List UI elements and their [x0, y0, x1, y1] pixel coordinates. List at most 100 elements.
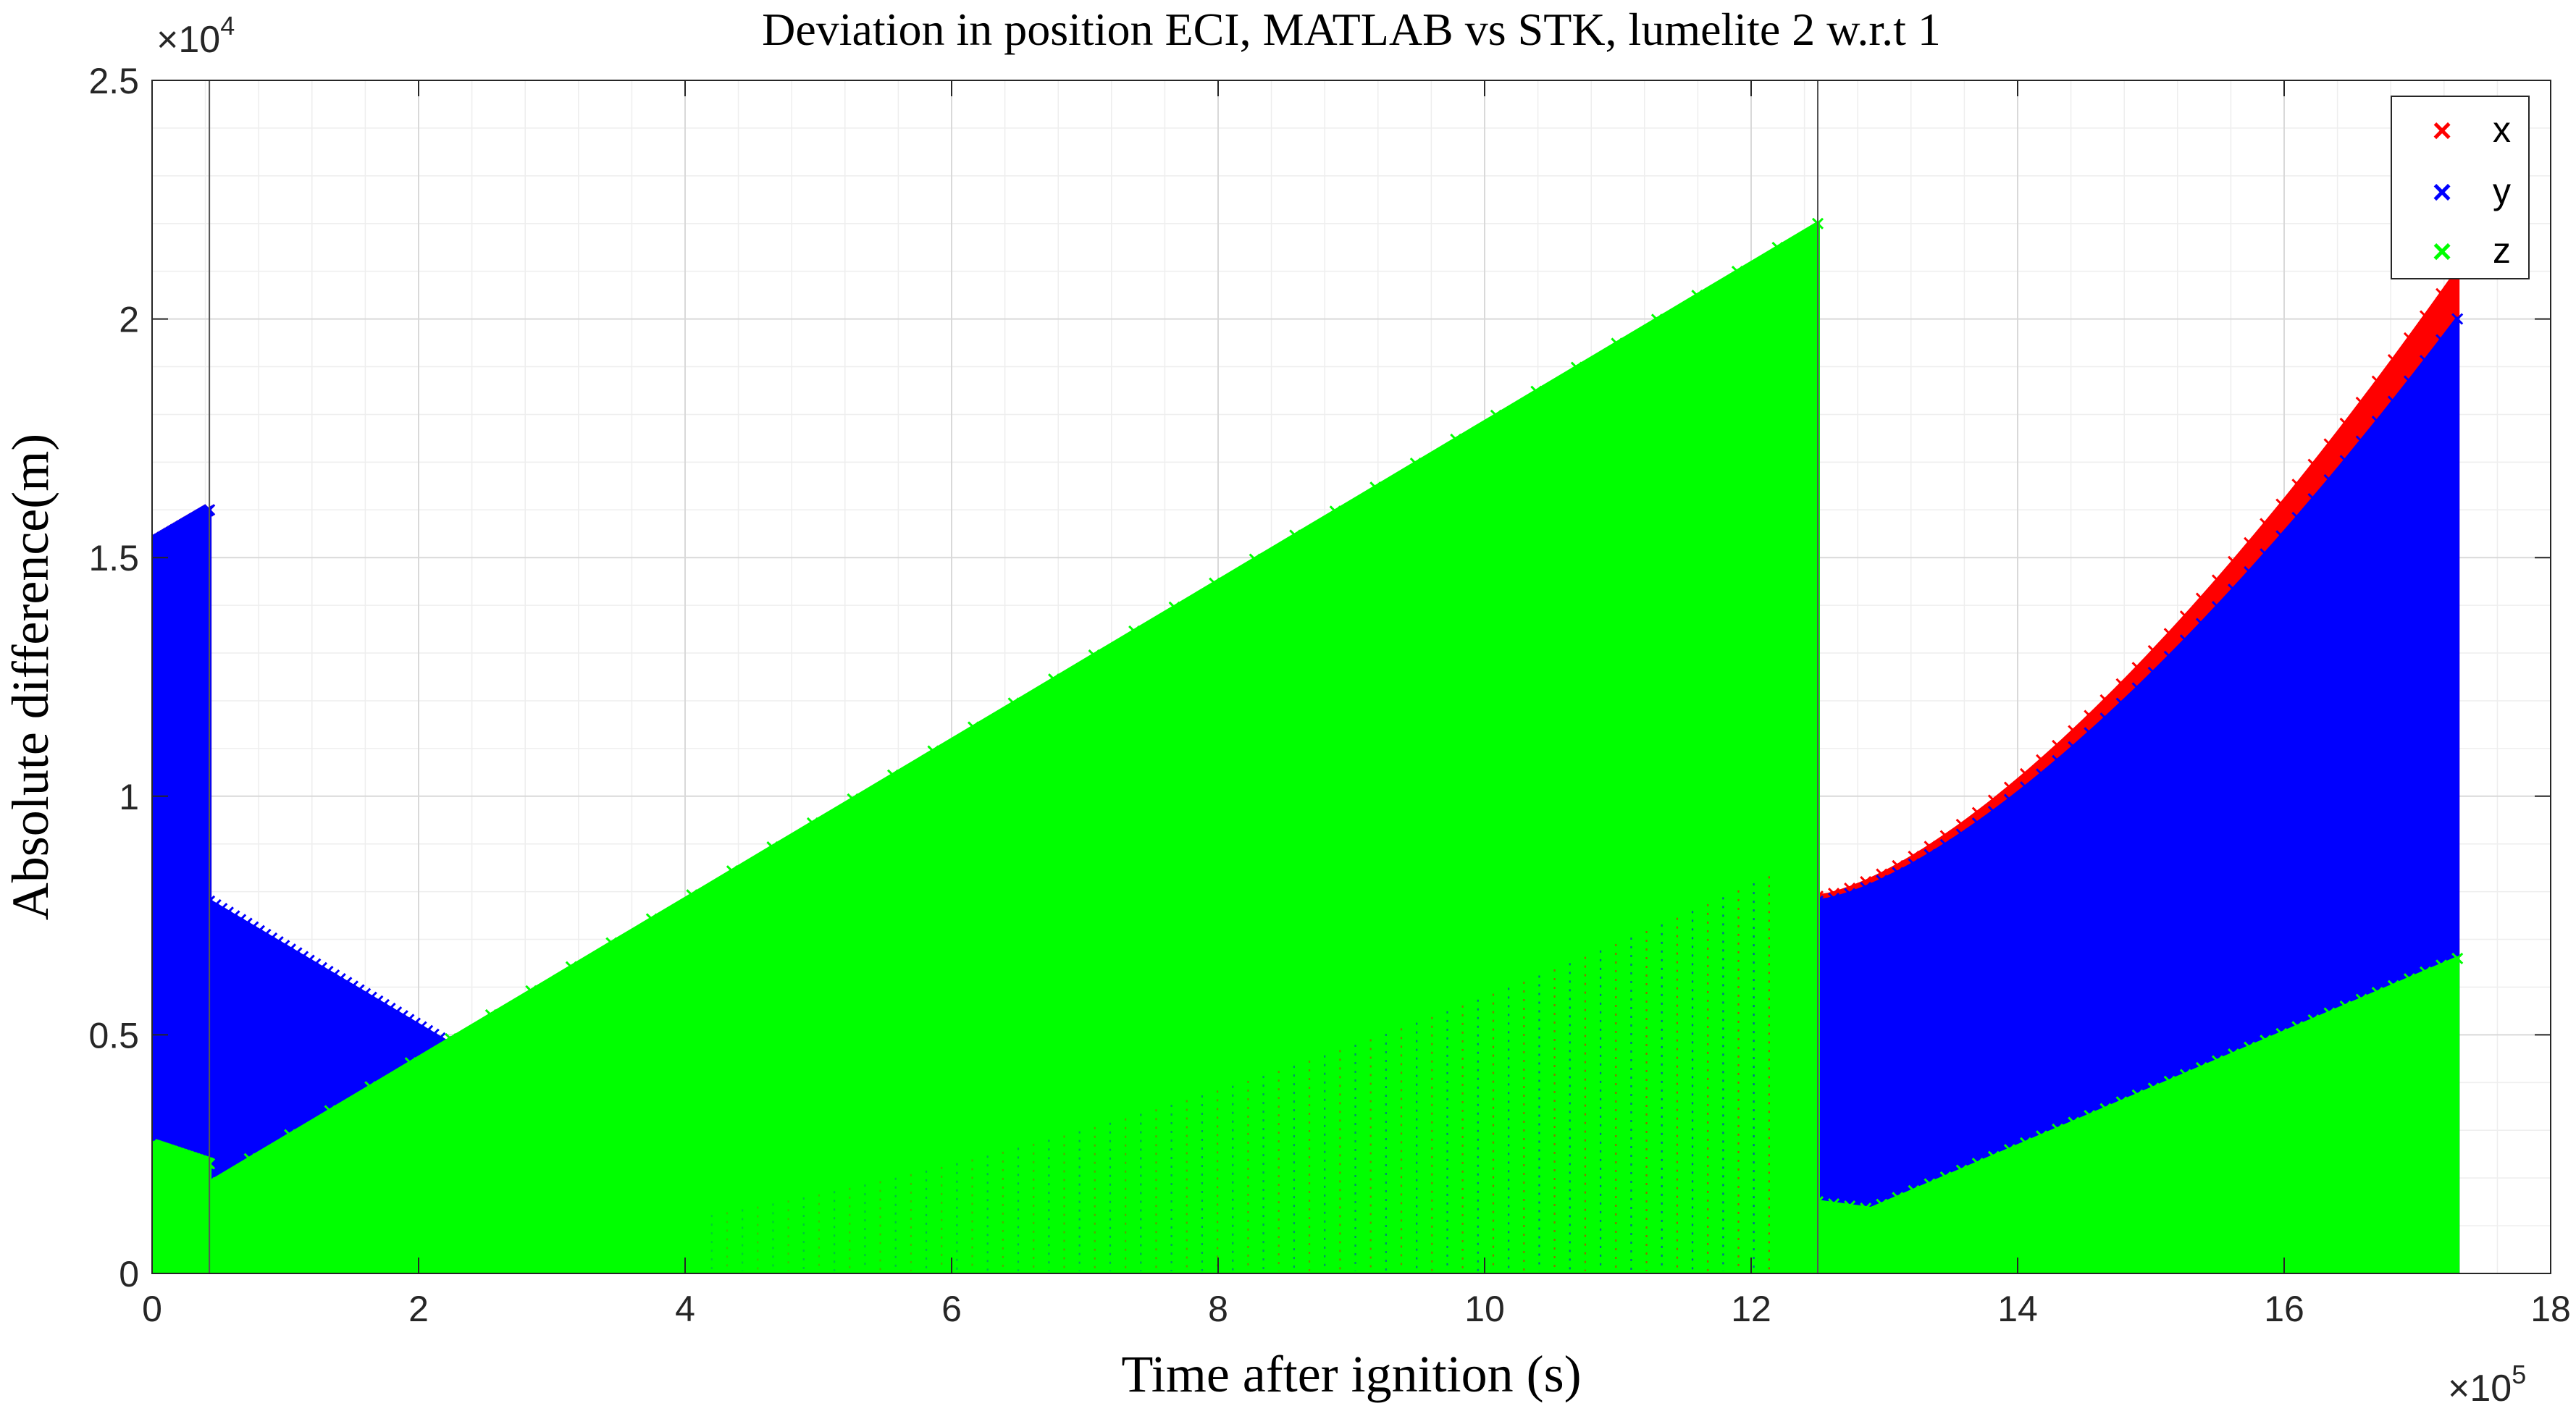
data-point — [2403, 332, 2416, 345]
y-exponent-label: ×104 — [156, 11, 235, 61]
data-point — [2291, 1021, 2304, 1033]
data-point — [384, 1002, 396, 1015]
data-point — [2036, 1130, 2048, 1142]
data-point — [2355, 435, 2367, 447]
data-point — [322, 965, 334, 977]
data-point — [1987, 1150, 2000, 1163]
data-point — [2291, 511, 2304, 523]
data-point — [315, 961, 328, 974]
data-point — [1860, 1202, 1872, 1215]
data-point — [2179, 634, 2191, 646]
x-tick-label: 12 — [1731, 1289, 1771, 1329]
data-point — [2228, 584, 2240, 596]
data-point — [334, 973, 346, 985]
data-point — [403, 1014, 415, 1026]
data-point — [209, 898, 222, 911]
data-point — [1249, 553, 1261, 565]
legend[interactable]: × x × y × z — [2391, 96, 2530, 279]
y-tick-label: 2.5 — [88, 61, 139, 101]
series-y-band-0 — [152, 507, 212, 1171]
legend-marker-z: × — [2433, 232, 2452, 270]
data-point — [1987, 806, 2000, 818]
data-point — [1289, 529, 1301, 542]
data-point — [2260, 1035, 2272, 1047]
data-point — [2451, 313, 2464, 325]
data-point — [886, 769, 899, 781]
data-point — [1908, 1184, 1920, 1197]
chart-title: Deviation in position ECI, MATLAB vs STK… — [762, 4, 1941, 55]
y-tick-label: 1.5 — [88, 538, 139, 578]
series-y-edge-points-2 — [1811, 313, 2464, 907]
data-point — [1876, 875, 1888, 887]
data-point — [1971, 817, 1984, 830]
legend-marker-x: × — [2433, 111, 2452, 149]
data-point — [2244, 1041, 2256, 1053]
data-point — [2179, 610, 2191, 623]
data-point — [2099, 712, 2112, 725]
data-point — [297, 951, 309, 963]
data-point — [228, 910, 240, 922]
data-point — [726, 865, 738, 877]
data-point — [686, 889, 698, 901]
legend-label-y: y — [2493, 171, 2511, 211]
data-point — [2131, 1089, 2144, 1101]
series-z-band-1 — [207, 221, 1820, 1273]
data-point — [390, 1006, 403, 1019]
data-point — [365, 991, 377, 1003]
data-point — [2003, 781, 2016, 793]
x-tick-label: 14 — [1997, 1289, 2038, 1329]
data-point — [1007, 697, 1020, 709]
x-tick-label: 4 — [675, 1289, 695, 1329]
data-point — [2323, 438, 2336, 450]
data-point — [2147, 1082, 2160, 1095]
data-point — [2115, 697, 2128, 709]
data-point — [408, 1017, 421, 1029]
data-point — [1128, 625, 1141, 637]
data-point — [377, 998, 390, 1011]
data-point — [2436, 287, 2448, 300]
data-point — [1088, 649, 1100, 662]
data-point — [1971, 1158, 1984, 1170]
data-point — [340, 977, 353, 989]
x-tick-label: 10 — [1464, 1289, 1505, 1329]
data-point — [2355, 396, 2367, 409]
y-tick-label: 2 — [119, 300, 139, 340]
data-point — [328, 969, 340, 982]
y-tick-label: 0.5 — [88, 1015, 139, 1056]
data-point — [1955, 1164, 1968, 1176]
data-point — [484, 1008, 497, 1021]
data-point — [2339, 455, 2351, 467]
data-point — [2019, 781, 2032, 793]
series-z — [152, 217, 2464, 1273]
data-point — [2355, 993, 2367, 1006]
y-tick-label: 0 — [119, 1254, 139, 1294]
data-point — [2003, 1144, 2016, 1156]
interleave-texture — [710, 876, 1770, 1271]
data-point — [2211, 574, 2224, 586]
data-point — [1892, 867, 1904, 879]
y-axis-label: Absolute difference(m) — [1, 434, 59, 920]
x-exponent-base: ×10 — [2448, 1368, 2512, 1410]
data-point — [2228, 555, 2240, 568]
data-point — [253, 924, 265, 937]
data-point — [2115, 1096, 2128, 1108]
data-point — [2099, 694, 2112, 706]
data-point — [1369, 481, 1382, 494]
data-point — [359, 987, 372, 1000]
data-point — [1923, 1178, 1936, 1190]
data-point — [967, 721, 980, 733]
data-point — [2179, 1069, 2191, 1081]
data-point — [2403, 973, 2416, 985]
data-point — [525, 985, 537, 997]
data-point — [2371, 987, 2383, 999]
x-exponent-power: 5 — [2512, 1360, 2526, 1389]
data-point — [2147, 644, 2160, 657]
legend-label-z: z — [2493, 230, 2511, 271]
data-point — [1611, 337, 1623, 350]
data-point — [1939, 1171, 1952, 1184]
data-point — [2163, 628, 2176, 640]
data-point — [2195, 592, 2207, 605]
data-point — [2131, 682, 2144, 694]
data-point — [1844, 1200, 1856, 1213]
data-point — [2339, 1000, 2351, 1013]
